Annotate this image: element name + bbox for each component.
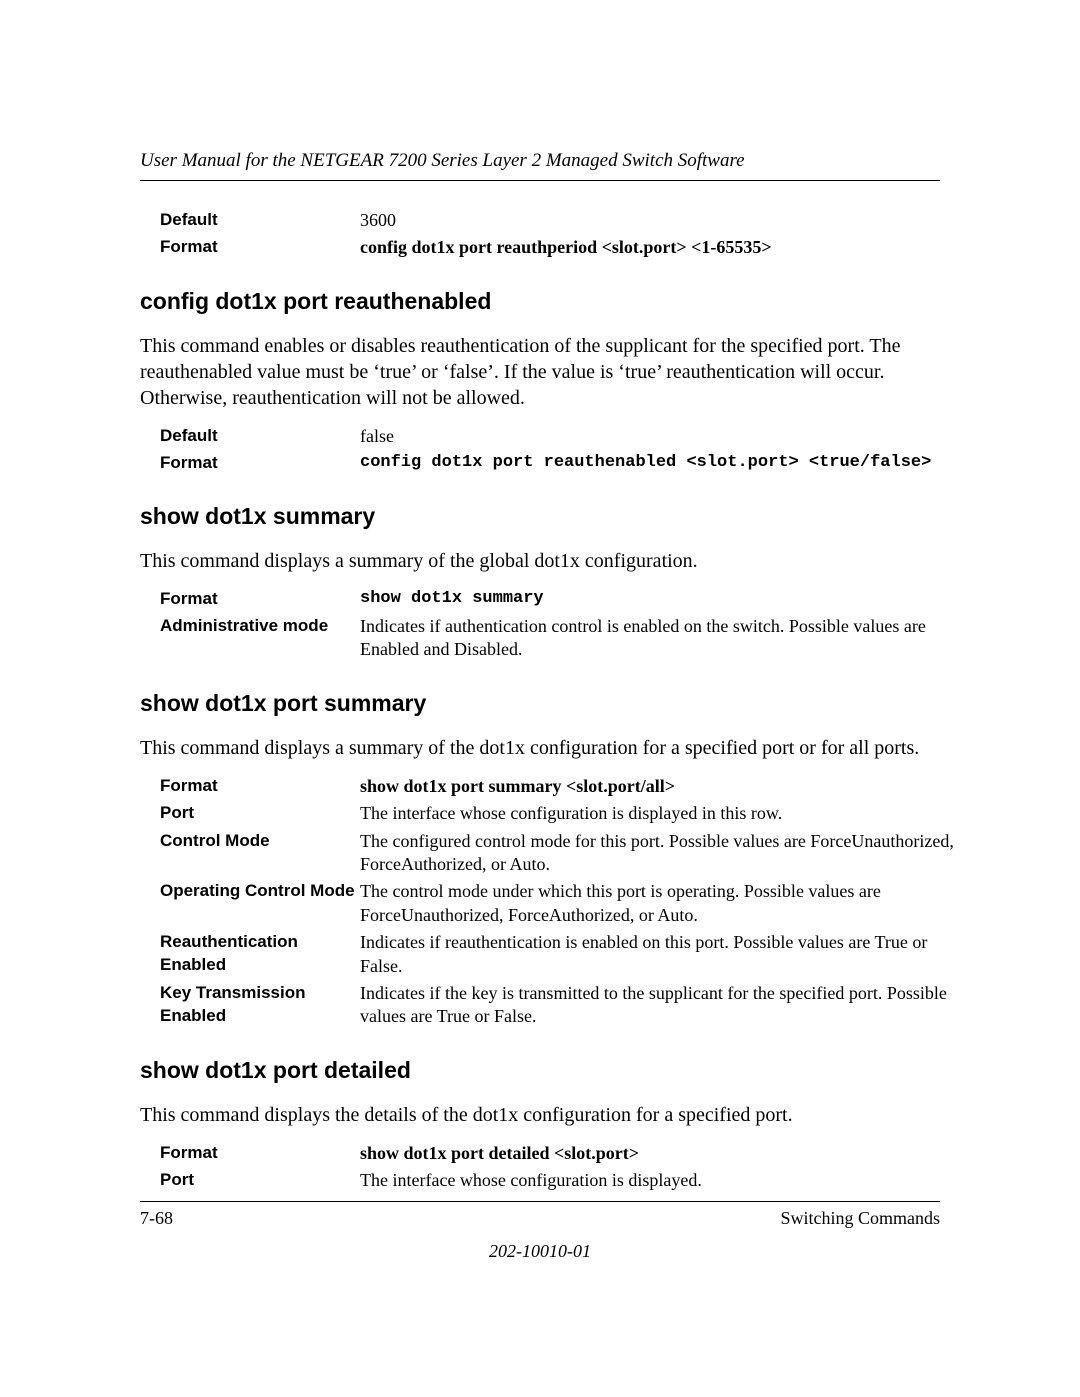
header-rule	[140, 180, 940, 181]
def-label: Format	[160, 1142, 360, 1165]
def-row: Default 3600	[160, 209, 960, 232]
footer-chapter: Switching Commands	[780, 1208, 940, 1229]
def-label: Reauthentication Enabled	[160, 931, 360, 977]
footer-page-number: 7-68	[140, 1208, 173, 1229]
def-row: Format show dot1x port detailed <slot.po…	[160, 1142, 960, 1165]
def-label: Administrative mode	[160, 615, 360, 638]
def-label: Format	[160, 588, 360, 611]
def-label: Default	[160, 209, 360, 232]
def-row: Format config dot1x port reauthenabled <…	[160, 452, 960, 475]
def-value: The control mode under which this port i…	[360, 880, 960, 927]
def-value: config dot1x port reauthperiod <slot.por…	[360, 236, 960, 259]
def-row: Reauthentication Enabled Indicates if re…	[160, 931, 960, 978]
section-defs: Format show dot1x summary Administrative…	[160, 588, 960, 662]
def-label: Key Transmission Enabled	[160, 982, 360, 1028]
def-row: Operating Control Mode The control mode …	[160, 880, 960, 927]
def-row: Port The interface whose configuration i…	[160, 1169, 960, 1192]
footer-docnum: 202-10010-01	[140, 1241, 940, 1262]
def-value: The interface whose configuration is dis…	[360, 802, 960, 825]
section-heading: config dot1x port reauthenabled	[140, 288, 940, 315]
def-value: 3600	[360, 209, 960, 232]
def-label: Port	[160, 1169, 360, 1192]
section-reauthenabled: config dot1x port reauthenabled This com…	[140, 288, 940, 475]
page-footer: 7-68 Switching Commands	[140, 1208, 940, 1229]
section-port-detailed: show dot1x port detailed This command di…	[140, 1057, 940, 1193]
section-heading: show dot1x port summary	[140, 690, 940, 717]
def-label: Control Mode	[160, 830, 360, 853]
def-row: Key Transmission Enabled Indicates if th…	[160, 982, 960, 1029]
def-value: config dot1x port reauthenabled <slot.po…	[360, 452, 960, 474]
def-value: show dot1x port summary <slot.port/all>	[360, 775, 960, 798]
def-label: Port	[160, 802, 360, 825]
def-label: Format	[160, 775, 360, 798]
section-defs: Format show dot1x port summary <slot.por…	[160, 775, 960, 1029]
page-header-title: User Manual for the NETGEAR 7200 Series …	[140, 150, 940, 172]
section-show-summary: show dot1x summary This command displays…	[140, 503, 940, 662]
def-row: Format show dot1x port summary <slot.por…	[160, 775, 960, 798]
def-value: false	[360, 425, 960, 448]
def-value: The interface whose configuration is dis…	[360, 1169, 960, 1192]
section-body: This command displays a summary of the d…	[140, 735, 940, 761]
def-value: show dot1x port detailed <slot.port>	[360, 1142, 960, 1165]
def-value: show dot1x summary	[360, 588, 960, 610]
def-label: Default	[160, 425, 360, 448]
def-row: Format show dot1x summary	[160, 588, 960, 611]
footer-rule	[140, 1201, 940, 1202]
section-defs: Default false Format config dot1x port r…	[160, 425, 960, 475]
def-row: Format config dot1x port reauthperiod <s…	[160, 236, 960, 259]
def-value: The configured control mode for this por…	[360, 830, 960, 877]
def-row: Control Mode The configured control mode…	[160, 830, 960, 877]
section-defs: Format show dot1x port detailed <slot.po…	[160, 1142, 960, 1193]
top-defs: Default 3600 Format config dot1x port re…	[160, 209, 960, 260]
section-body: This command displays the details of the…	[140, 1102, 940, 1128]
section-body: This command displays a summary of the g…	[140, 548, 940, 574]
def-label: Operating Control Mode	[160, 880, 360, 903]
section-port-summary: show dot1x port summary This command dis…	[140, 690, 940, 1029]
def-row: Port The interface whose configuration i…	[160, 802, 960, 825]
section-heading: show dot1x summary	[140, 503, 940, 530]
def-label: Format	[160, 452, 360, 475]
def-value: Indicates if reauthentication is enabled…	[360, 931, 960, 978]
def-value: Indicates if authentication control is e…	[360, 615, 960, 662]
def-value: Indicates if the key is transmitted to t…	[360, 982, 960, 1029]
page: User Manual for the NETGEAR 7200 Series …	[0, 0, 1080, 1397]
def-label: Format	[160, 236, 360, 259]
def-row: Default false	[160, 425, 960, 448]
section-heading: show dot1x port detailed	[140, 1057, 940, 1084]
section-body: This command enables or disables reauthe…	[140, 333, 940, 411]
def-row: Administrative mode Indicates if authent…	[160, 615, 960, 662]
